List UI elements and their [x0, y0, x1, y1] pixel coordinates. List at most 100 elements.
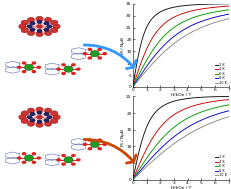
Circle shape — [53, 115, 60, 120]
Circle shape — [44, 112, 49, 116]
6 K — [169, 129, 172, 131]
6 K — [201, 14, 204, 16]
2 K — [201, 3, 204, 5]
6 K — [143, 63, 146, 65]
Circle shape — [53, 24, 60, 29]
Circle shape — [64, 66, 73, 72]
8 K — [227, 13, 230, 15]
4 K — [169, 18, 172, 20]
Circle shape — [102, 143, 107, 146]
Circle shape — [30, 112, 35, 116]
Circle shape — [19, 24, 26, 29]
Circle shape — [61, 72, 66, 75]
2 K — [201, 96, 204, 98]
Circle shape — [24, 155, 33, 161]
Circle shape — [37, 20, 42, 24]
4 K — [192, 105, 195, 107]
Circle shape — [30, 22, 35, 25]
4 K — [131, 86, 134, 88]
6 K — [201, 14, 204, 16]
Circle shape — [51, 28, 58, 33]
Circle shape — [44, 28, 49, 31]
Circle shape — [21, 20, 28, 25]
Y-axis label: M / NμB: M / NμB — [121, 129, 125, 146]
4 K — [131, 178, 134, 181]
10 K — [169, 45, 172, 47]
Circle shape — [21, 28, 28, 33]
Line: 8 K: 8 K — [133, 14, 229, 87]
Circle shape — [30, 119, 35, 122]
Circle shape — [36, 16, 43, 21]
Circle shape — [76, 67, 81, 71]
2 K — [143, 32, 146, 34]
Legend: 2 K, 4 K, 6 K, 8 K, 10 K: 2 K, 4 K, 6 K, 8 K, 10 K — [215, 155, 227, 178]
10 K — [201, 126, 204, 128]
8 K — [131, 178, 134, 181]
Circle shape — [97, 56, 102, 60]
10 K — [143, 167, 146, 170]
Circle shape — [56, 158, 61, 161]
Circle shape — [44, 121, 52, 126]
8 K — [163, 44, 165, 46]
Circle shape — [44, 22, 49, 25]
6 K — [192, 114, 195, 117]
10 K — [131, 86, 134, 88]
4 K — [227, 5, 230, 7]
6 K — [192, 16, 195, 19]
8 K — [192, 123, 195, 125]
Circle shape — [71, 163, 76, 166]
8 K — [201, 20, 204, 22]
Circle shape — [22, 152, 26, 155]
6 K — [143, 160, 146, 163]
Circle shape — [36, 107, 43, 112]
Circle shape — [19, 115, 26, 120]
Circle shape — [37, 29, 42, 33]
Line: 10 K: 10 K — [133, 19, 229, 87]
Circle shape — [22, 61, 26, 65]
4 K — [163, 122, 165, 124]
8 K — [143, 165, 146, 167]
Circle shape — [22, 70, 26, 73]
Circle shape — [44, 31, 52, 36]
8 K — [169, 38, 172, 40]
4 K — [201, 8, 204, 10]
10 K — [143, 72, 146, 74]
10 K — [163, 51, 165, 53]
6 K — [163, 135, 165, 137]
Circle shape — [32, 61, 36, 65]
6 K — [163, 35, 165, 37]
10 K — [201, 126, 204, 128]
Circle shape — [36, 66, 41, 69]
Circle shape — [76, 158, 81, 161]
Circle shape — [102, 52, 107, 55]
Circle shape — [21, 119, 28, 124]
Circle shape — [88, 138, 92, 142]
Circle shape — [27, 115, 32, 119]
Circle shape — [24, 64, 33, 70]
4 K — [227, 98, 230, 101]
Circle shape — [97, 138, 102, 142]
Circle shape — [21, 111, 28, 116]
8 K — [163, 144, 165, 146]
Line: 10 K: 10 K — [133, 117, 229, 180]
8 K — [131, 86, 134, 88]
Circle shape — [90, 50, 99, 57]
10 K — [163, 150, 165, 153]
4 K — [163, 23, 165, 25]
Circle shape — [64, 157, 73, 163]
Circle shape — [97, 48, 102, 51]
6 K — [131, 178, 134, 181]
Circle shape — [27, 108, 35, 113]
Circle shape — [47, 25, 52, 28]
Circle shape — [27, 17, 35, 22]
Circle shape — [37, 120, 42, 123]
10 K — [201, 26, 204, 28]
Circle shape — [51, 119, 58, 124]
2 K — [169, 7, 172, 9]
8 K — [201, 119, 204, 121]
6 K — [227, 9, 230, 11]
Circle shape — [56, 67, 61, 71]
4 K — [192, 9, 195, 12]
Circle shape — [30, 28, 35, 31]
Circle shape — [44, 108, 52, 113]
